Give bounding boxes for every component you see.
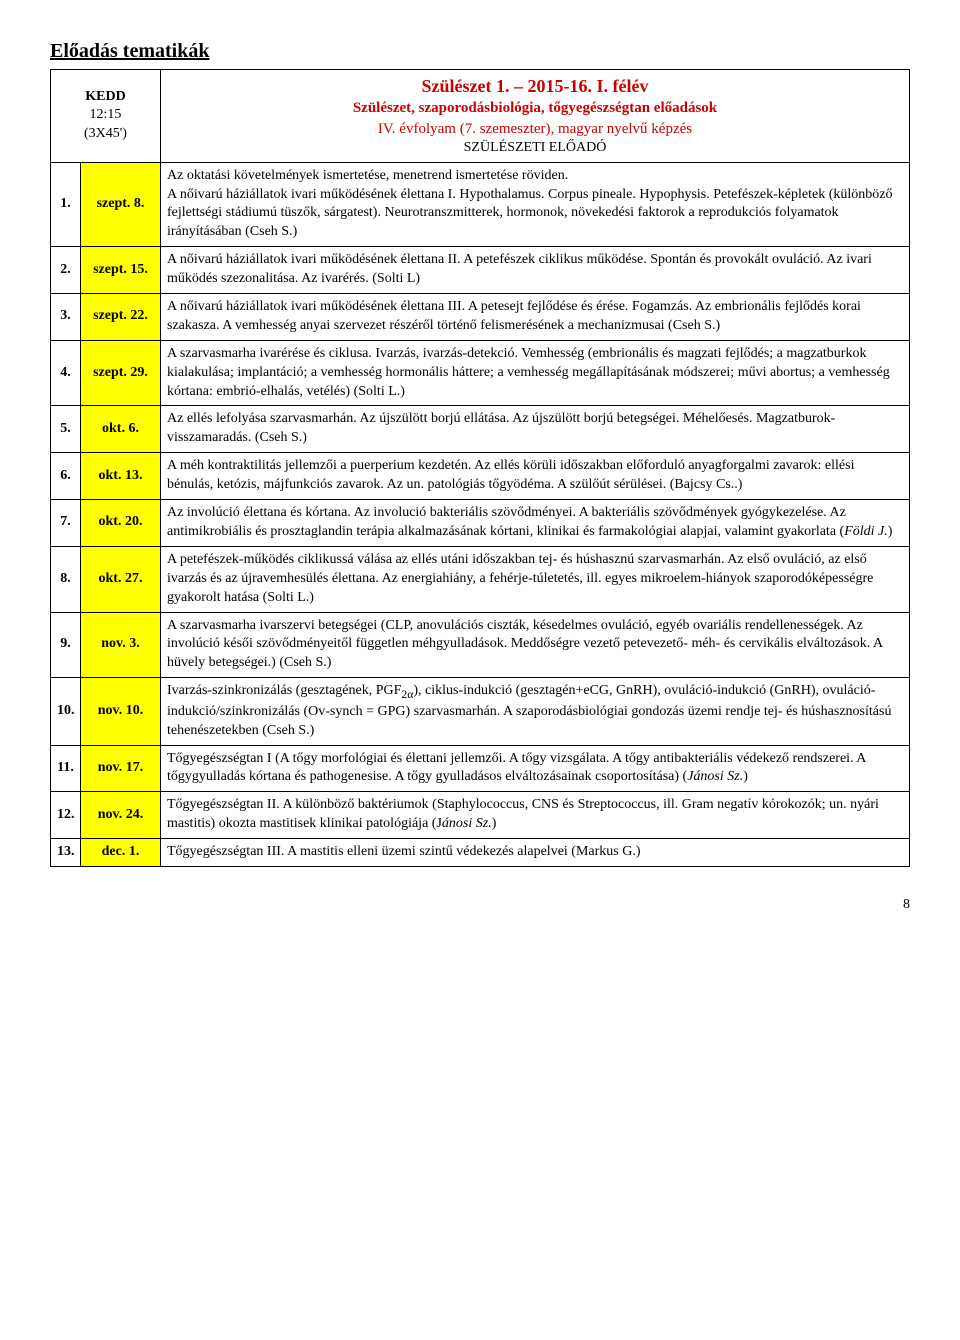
row-content: A szarvasmarha ivarérése és ciklusa. Iva… (161, 340, 910, 406)
header-sub3: SZÜLÉSZETI ELŐADÓ (167, 139, 903, 158)
row-num: 1. (51, 162, 81, 247)
row-date: okt. 13. (81, 453, 161, 500)
row-num: 7. (51, 500, 81, 547)
header-duration: (3X45') (57, 125, 154, 144)
row-content: A szarvasmarha ivarszervi betegségei (CL… (161, 612, 910, 678)
header-sub1: Szülészet, szaporodásbiológia, tőgyegész… (167, 98, 903, 118)
header-day: KEDD (57, 88, 154, 107)
row-date: szept. 8. (81, 162, 161, 247)
row-content: Ivarzás-szinkronizálás (gesztagének, PGF… (161, 678, 910, 745)
header-day-cell: KEDD12:15(3X45') (51, 70, 161, 163)
row-num: 5. (51, 406, 81, 453)
row-content: A nőivarú háziállatok ivari működésének … (161, 294, 910, 341)
row-num: 6. (51, 453, 81, 500)
row-num: 3. (51, 294, 81, 341)
row-num: 10. (51, 678, 81, 745)
row-date: nov. 17. (81, 745, 161, 792)
row-num: 9. (51, 612, 81, 678)
row-content: Az ellés lefolyása szarvasmarhán. Az újs… (161, 406, 910, 453)
row-content: Az involúció élettana és kórtana. Az inv… (161, 500, 910, 547)
header-time: 12:15 (57, 106, 154, 125)
row-num: 13. (51, 839, 81, 867)
page-number: 8 (50, 897, 910, 913)
row-num: 11. (51, 745, 81, 792)
row-num: 12. (51, 792, 81, 839)
header-title: Szülészet 1. – 2015-16. I. félév (167, 74, 903, 98)
row-date: okt. 20. (81, 500, 161, 547)
header-title-cell: Szülészet 1. – 2015-16. I. félévSzülésze… (161, 70, 910, 163)
row-content: Tőgyegészségtan II. A különböző baktériu… (161, 792, 910, 839)
row-date: okt. 27. (81, 546, 161, 612)
row-date: szept. 22. (81, 294, 161, 341)
row-date: nov. 10. (81, 678, 161, 745)
row-date: szept. 15. (81, 247, 161, 294)
row-content: A petefészek-működés ciklikussá válása a… (161, 546, 910, 612)
row-date: okt. 6. (81, 406, 161, 453)
row-content: A nőivarú háziállatok ivari működésének … (161, 247, 910, 294)
header-sub2: IV. évfolyam (7. szemeszter), magyar nye… (167, 119, 903, 139)
row-num: 2. (51, 247, 81, 294)
row-content: A méh kontraktilitás jellemzői a puerper… (161, 453, 910, 500)
page-title: Előadás tematikák (50, 40, 910, 63)
row-num: 4. (51, 340, 81, 406)
row-num: 8. (51, 546, 81, 612)
row-date: szept. 29. (81, 340, 161, 406)
row-date: nov. 24. (81, 792, 161, 839)
lecture-table: KEDD12:15(3X45')Szülészet 1. – 2015-16. … (50, 69, 910, 867)
row-date: dec. 1. (81, 839, 161, 867)
row-content: Tőgyegészségtan III. A mastitis elleni ü… (161, 839, 910, 867)
row-content: Az oktatási követelmények ismertetése, m… (161, 162, 910, 247)
row-date: nov. 3. (81, 612, 161, 678)
row-content: Tőgyegészségtan I (A tőgy morfológiai és… (161, 745, 910, 792)
